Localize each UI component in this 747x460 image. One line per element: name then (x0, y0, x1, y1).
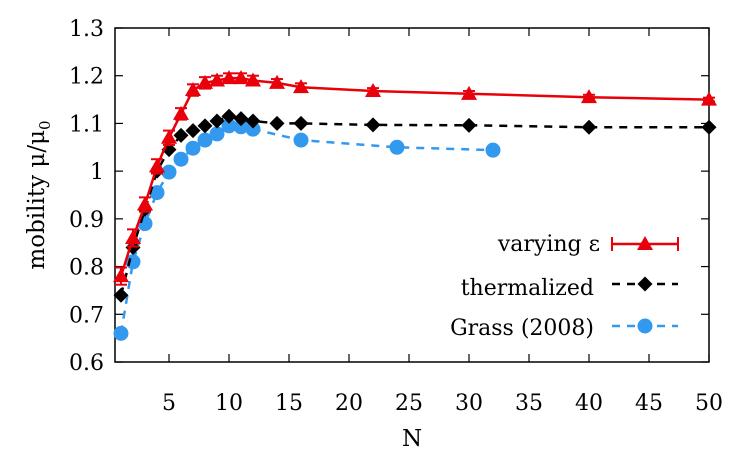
y-tick-label: 1.1 (69, 112, 104, 137)
x-tick-label: 20 (335, 391, 363, 416)
legend-label-grass: Grass (2008) (450, 316, 594, 341)
y-axis-title-main: mobility μ/μ (24, 130, 50, 270)
legend-marker (637, 318, 653, 334)
x-tick-label: 5 (162, 391, 176, 416)
x-axis-title: N (402, 426, 422, 452)
data-point (293, 79, 309, 94)
legend: varying ε thermalized Grass (2008) (450, 232, 679, 341)
data-point (389, 139, 405, 155)
data-point (113, 268, 129, 283)
axis-ticks: 5 10 15 20 25 30 35 40 45 50 0.6 0.7 0.8 0.9 1 1.1 1.2 1.… (69, 17, 723, 416)
data-point (113, 287, 129, 303)
data-point (269, 74, 285, 89)
legend-marker (637, 276, 653, 292)
data-point (581, 119, 597, 135)
series-line (119, 115, 709, 296)
x-tick-label: 35 (515, 391, 543, 416)
x-tick-label: 30 (455, 391, 483, 416)
data-point (185, 82, 201, 97)
data-point (365, 82, 381, 97)
x-tick-label: 10 (215, 391, 243, 416)
legend-samples (611, 236, 679, 334)
y-axis-title: mobility μ/μ0 (24, 120, 54, 269)
series-line (119, 76, 710, 277)
y-tick-label: 0.7 (69, 303, 104, 328)
data-point (233, 119, 249, 135)
y-tick-label: 1 (90, 160, 104, 185)
legend-label-thermalized: thermalized (461, 276, 594, 301)
y-axis-title-subscript: 0 (36, 120, 54, 130)
data-point (197, 74, 213, 89)
data-point (581, 89, 597, 104)
data-point (197, 118, 213, 134)
y-tick-label: 0.9 (69, 208, 104, 233)
data-point (701, 119, 717, 135)
data-point (221, 70, 237, 85)
data-point (461, 117, 477, 133)
data-point (113, 325, 129, 341)
data-point (197, 132, 213, 148)
x-tick-label: 40 (575, 391, 603, 416)
legend-label-varying: varying ε (497, 232, 600, 257)
data-point (221, 108, 237, 124)
plot-frame (114, 27, 710, 363)
series-layer (113, 70, 717, 341)
x-tick-label: 45 (635, 391, 663, 416)
data-point (209, 113, 225, 129)
data-point (161, 164, 177, 180)
data-point (173, 105, 189, 120)
data-point (173, 151, 189, 167)
data-point (149, 185, 165, 201)
data-point (185, 140, 201, 156)
x-tick-label: 15 (275, 391, 303, 416)
data-point (461, 85, 477, 100)
y-tick-label: 1.3 (69, 17, 104, 42)
x-tick-label: 25 (395, 391, 423, 416)
legend-marker (637, 236, 653, 250)
data-point (365, 117, 381, 133)
y-tick-label: 1.2 (69, 65, 104, 90)
data-point (137, 196, 153, 211)
x-tick-label: 50 (695, 391, 723, 416)
data-point (293, 115, 309, 131)
data-point (149, 158, 165, 173)
y-tick-label: 0.6 (69, 351, 104, 376)
data-point (245, 113, 261, 129)
data-point (161, 129, 177, 144)
y-tick-label: 0.8 (69, 256, 104, 281)
data-point (293, 132, 309, 148)
series-0 (113, 70, 717, 286)
data-point (701, 91, 717, 106)
data-point (233, 111, 249, 127)
data-point (233, 70, 249, 85)
data-point (185, 123, 201, 139)
data-point (269, 115, 285, 131)
data-point (173, 127, 189, 143)
data-point (245, 121, 261, 137)
data-point (485, 142, 501, 158)
data-point (245, 72, 261, 87)
series-line (119, 124, 494, 334)
data-point (221, 118, 237, 134)
data-point (125, 229, 141, 244)
data-point (209, 72, 225, 87)
data-point (209, 126, 225, 142)
